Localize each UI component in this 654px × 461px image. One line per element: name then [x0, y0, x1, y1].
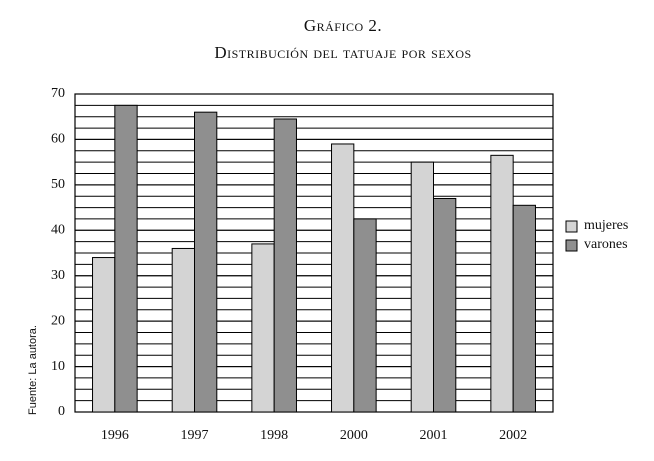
y-tick-label: 50: [51, 177, 65, 192]
bar: [114, 104, 138, 413]
chart-subtitle: Distribución del tatuaje por sexos: [214, 43, 471, 62]
legend-swatch: [565, 220, 578, 233]
y-tick-label: 20: [51, 313, 65, 328]
bar: [273, 118, 297, 413]
chart-title: Gráfico 2.: [304, 16, 382, 35]
bar: [331, 143, 355, 413]
x-tick-label: 2002: [499, 428, 527, 443]
y-tick-label: 40: [51, 223, 65, 238]
bar: [251, 243, 275, 413]
x-tick-label: 1996: [101, 428, 129, 443]
x-tick-label: 1997: [181, 428, 209, 443]
y-tick-label: 60: [51, 132, 65, 147]
legend-label: varones: [584, 237, 628, 252]
x-tick-label: 1998: [260, 428, 288, 443]
x-tick-label: 2001: [420, 428, 448, 443]
legend-label: mujeres: [584, 218, 628, 233]
bar: [410, 161, 434, 413]
bar: [92, 257, 116, 413]
plot-frame: [74, 93, 554, 413]
bar: [433, 197, 457, 413]
x-tick-label: 2000: [340, 428, 368, 443]
y-tick-label: 70: [51, 86, 65, 101]
y-tick-label: 30: [51, 268, 65, 283]
bar: [171, 247, 195, 413]
source-note: Fuente: La autora.: [27, 325, 39, 415]
bar: [194, 111, 218, 413]
bar: [353, 218, 377, 413]
bar: [512, 204, 536, 413]
legend-swatch: [565, 239, 578, 252]
bar: [490, 154, 514, 413]
y-tick-label: 0: [58, 404, 65, 419]
y-tick-label: 10: [51, 359, 65, 374]
